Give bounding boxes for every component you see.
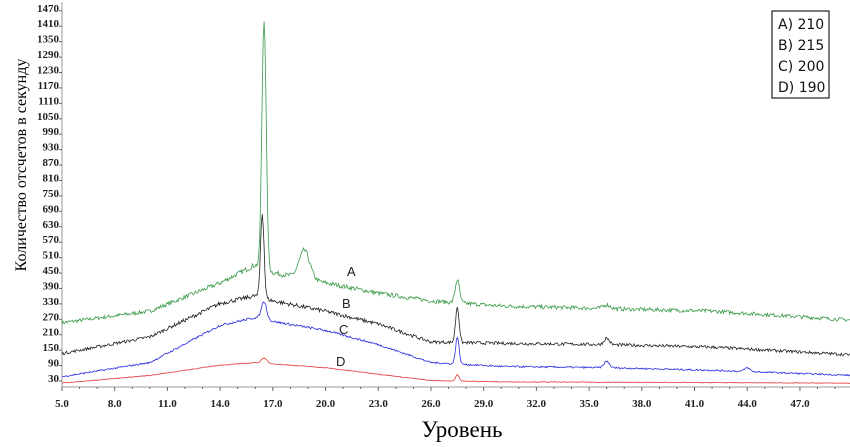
curve-label-b: B [342,296,351,311]
y-tick-label: 510 [43,250,60,262]
x-tick-label: 44.0 [738,398,758,410]
series-line-d [61,357,850,384]
curve-label-d: D [336,354,345,369]
series-line-c [61,301,850,378]
legend-item-a: A) 210 [778,17,824,33]
x-tick-label: 23.0 [369,398,389,410]
y-tick-label: 270 [43,311,60,323]
x-tick-label: 47.0 [790,398,810,410]
y-tick-label: 210 [43,327,60,339]
y-axis-label: Количество отсчетов в секунду [13,59,30,272]
x-tick-label: 26.0 [421,398,441,410]
x-axis-label: Уровень [422,417,503,442]
series-line-a [61,21,850,325]
x-tick-label: 14.0 [211,398,231,410]
curve-label-a: A [347,264,356,279]
legend-item-c: C) 200 [778,59,824,75]
y-tick-label: 90 [48,358,60,370]
y-tick-label: 870 [43,157,60,169]
y-axis: 30 90 150 210 270 330 390 450 510 570 630 690 750 810… [37,2,63,387]
y-tick-label: 450 [43,265,60,277]
x-tick-label: 32.0 [527,398,547,410]
x-tick-label: 38.0 [632,398,652,410]
x-axis: 5.0 8.0 11.0 14.0 17.0 20.0 23.0 26.0 29.0 32.0 35… [55,386,850,410]
x-tick-label: 20.0 [316,398,336,410]
x-tick-label: 17.0 [263,398,283,410]
x-tick-label: 29.0 [474,398,494,410]
x-tick-label: 35.0 [579,398,599,410]
y-tick-label: 930 [43,142,60,154]
y-tick-label: 1410 [37,18,60,30]
y-tick-label: 390 [43,280,60,292]
y-tick-label: 1470 [37,3,60,15]
x-tick-label: 11.0 [158,398,177,410]
y-tick-label: 750 [43,188,60,200]
legend-item-d: D) 190 [778,80,825,96]
y-tick-label: 1290 [37,49,60,61]
y-tick-label: 1110 [38,95,59,107]
y-tick-label: 570 [43,234,60,246]
legend: A) 210 B) 215 C) 200 D) 190 [771,10,830,99]
y-tick-label: 30 [48,373,60,385]
y-tick-label: 810 [43,172,60,184]
x-tick-label: 5.0 [55,398,69,410]
y-tick-label: 150 [43,342,60,354]
y-tick-label: 1230 [37,65,60,77]
y-tick-label: 1170 [38,80,60,92]
x-tick-label: 41.0 [685,398,705,410]
series-lines [61,21,850,384]
legend-item-b: B) 215 [778,38,824,54]
y-tick-label: 1350 [37,34,60,46]
x-tick-label: 8.0 [108,398,122,410]
y-tick-label: 1050 [37,111,60,123]
y-tick-label: 690 [43,203,60,215]
curve-label-c: C [339,322,348,337]
legend-box [771,10,830,99]
series-line-b [61,214,850,357]
y-tick-label: 630 [43,219,60,231]
y-tick-label: 990 [43,126,60,138]
y-tick-label: 330 [43,296,60,308]
